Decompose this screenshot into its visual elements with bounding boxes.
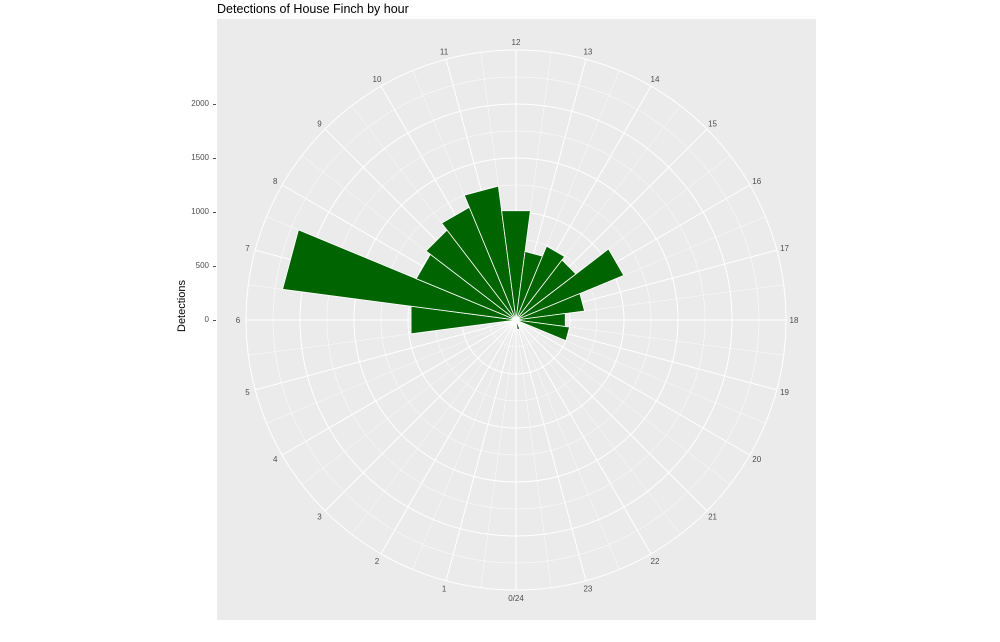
hour-tick-label: 3 xyxy=(317,513,322,522)
hour-tick-label: 17 xyxy=(780,244,789,253)
chart-title: Detections of House Finch by hour xyxy=(217,2,409,16)
y-tick-mark xyxy=(213,104,216,105)
hour-tick-label: 21 xyxy=(708,513,717,522)
hour-tick-label: 12 xyxy=(512,38,521,47)
y-tick-label: 500 xyxy=(195,261,209,270)
plot-panel: 0/24 1 2 3 4 5 6 7 8 9 10 11 12 13 14 15 16 17 18 19 20 21 22 2… xyxy=(217,19,816,620)
hour-tick-label: 13 xyxy=(583,47,592,56)
hour-tick-label: 9 xyxy=(317,119,322,128)
hour-tick-label: 8 xyxy=(273,177,278,186)
hour-tick-label: 18 xyxy=(790,316,799,325)
hour-tick-label: 1 xyxy=(442,585,447,594)
minor-ring xyxy=(326,130,706,510)
hour-tick-label: 23 xyxy=(583,585,592,594)
y-tick-mark xyxy=(213,266,216,267)
bar-hour-19 xyxy=(515,319,571,342)
bars xyxy=(282,185,625,342)
bar-hour-23 xyxy=(515,319,521,331)
hour-tick-label: 22 xyxy=(651,557,660,566)
y-tick-label: 1500 xyxy=(191,153,209,162)
y-tick-mark xyxy=(213,320,216,321)
major-ring xyxy=(353,157,679,483)
y-tick-mark xyxy=(213,158,216,159)
hour-tick-label: 19 xyxy=(780,388,789,397)
hour-labels: 0/24123456789101112131415161718192021222… xyxy=(236,38,799,603)
hour-tick-label: 14 xyxy=(651,75,660,84)
minor-ring xyxy=(272,76,760,564)
major-ring xyxy=(299,103,733,537)
bar-hour-7 xyxy=(282,229,517,321)
polar-chart: 0/24123456789101112131415161718192021222… xyxy=(236,38,799,603)
y-tick-mark xyxy=(213,212,216,213)
y-tick-label: 0 xyxy=(204,315,209,324)
hour-tick-label: 7 xyxy=(245,244,250,253)
y-tick-label: 1000 xyxy=(191,207,209,216)
hour-tick-label: 10 xyxy=(373,75,382,84)
hour-tick-label: 6 xyxy=(236,316,241,325)
hour-tick-label: 4 xyxy=(273,455,278,464)
outer-ring xyxy=(245,49,787,591)
hour-tick-label: 2 xyxy=(375,557,380,566)
hour-tick-label: 5 xyxy=(245,388,250,397)
hour-tick-label: 20 xyxy=(752,455,761,464)
hour-tick-label: 11 xyxy=(440,47,449,56)
minor-ring xyxy=(380,184,652,456)
y-axis-label: Detections xyxy=(176,280,188,332)
y-tick-label: 2000 xyxy=(191,99,209,108)
hour-tick-label: 15 xyxy=(708,119,717,128)
hour-tick-label: 0/24 xyxy=(508,594,524,603)
hour-tick-label: 16 xyxy=(752,177,761,186)
